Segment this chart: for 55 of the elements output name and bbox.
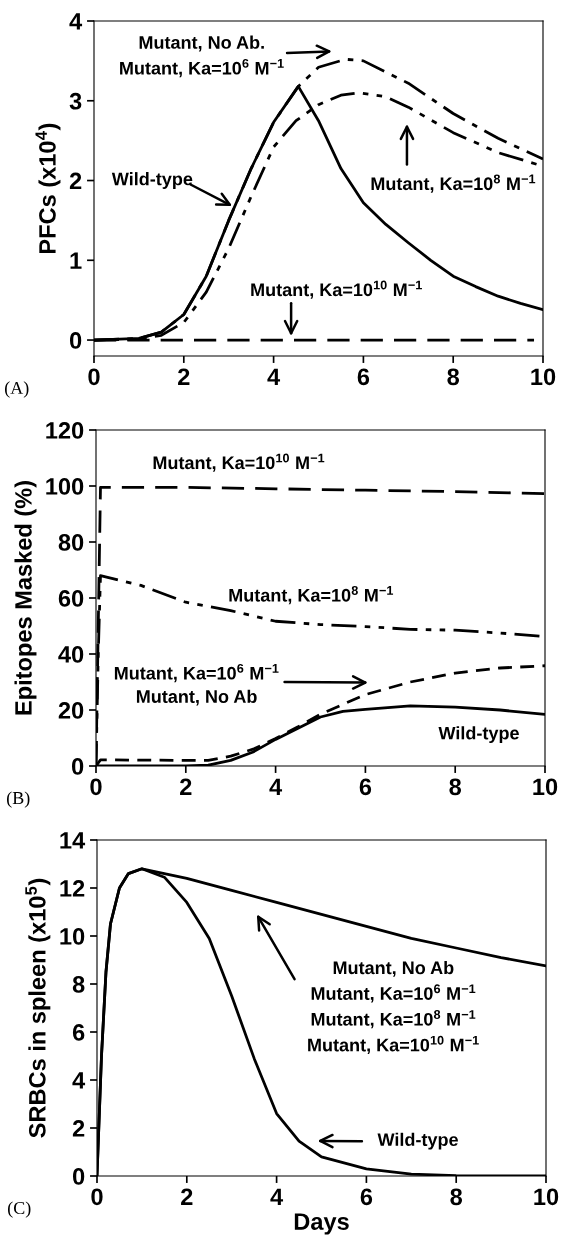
text: Mutant, No Ab Mutant, Ka=10$^{6}$ M$^{−1}$ Mutant, Ka=10$^{8}$ M$^{−1}$ Mutant, Ka=10$^{10}$ M$^{−1}$: [308, 960, 479, 1055]
y-tick-label: 60: [58, 590, 84, 607]
y-tick-label: 0: [73, 1168, 85, 1185]
y-tick-label: 0: [70, 332, 82, 349]
x-tick-label: 10: [534, 1188, 559, 1206]
text: Mutant, Ka=10$^{6}$ M$^{−1}$ Mutant, No Ab: [114, 663, 279, 706]
annotation: Wild-type: [111, 172, 193, 189]
y-tick-label: 10: [60, 928, 85, 945]
y-tick-label: 20: [58, 702, 84, 719]
x-tick-label: 2: [180, 778, 192, 795]
y-tick-label: 120: [46, 422, 84, 439]
x-tick-label: 8: [447, 368, 460, 386]
annotation: Wild-type: [438, 726, 519, 744]
x-tick-label: 4: [267, 368, 281, 385]
y-tick-label: 80: [58, 534, 84, 551]
y-axis-title: Epitopes Masked (%): [14, 481, 37, 715]
y-tick-label: 8: [72, 976, 85, 993]
x-tick-label: 4: [269, 778, 283, 795]
x-tick-label: 2: [178, 368, 190, 385]
annotation: Wild-type: [377, 1132, 458, 1150]
y-tick-label: 0: [72, 758, 84, 775]
x-tick-label: 6: [359, 778, 372, 796]
y-axis-title: SRBCs in spleen (x10$^{5}$): [25, 878, 51, 1138]
y-tick-label: 2: [72, 1120, 85, 1137]
x-tick-label: 6: [357, 368, 370, 386]
x-tick-label: 0: [90, 778, 102, 796]
annotation: Mutant, Ka=10$^{8}$ M$^{−1}$: [371, 174, 536, 193]
y-tick-label: 6: [72, 1024, 85, 1041]
text: (B): [6, 791, 30, 808]
y-tick-label: 1: [70, 252, 82, 269]
x-tick-label: 8: [450, 1188, 463, 1206]
y-tick-label: 12: [60, 880, 85, 897]
y-axis-title: PFCs (x10$^{4}$): [35, 123, 61, 254]
annotation: Mutant, Ka=10$^{10}$ M$^{−1}$: [251, 280, 422, 299]
text: (C): [7, 1201, 31, 1218]
y-tick-label: 14: [60, 832, 86, 849]
annotation: Mutant, Ka=10$^{10}$ M$^{−1}$: [153, 453, 325, 472]
y-tick-label: 4: [69, 13, 83, 30]
annotation: Mutant, Ka=10$^{8}$ M$^{−1}$: [229, 585, 394, 605]
x-tick-label: 8: [449, 778, 462, 796]
y-tick-label: 3: [69, 92, 82, 110]
x-tick-label: 0: [88, 368, 100, 386]
y-tick-label: 100: [46, 478, 84, 495]
y-tick-label: 4: [72, 1072, 86, 1089]
y-tick-label: 40: [58, 646, 84, 663]
x-tick-label: 10: [531, 368, 556, 386]
x-tick-label: 4: [270, 1188, 284, 1205]
x-tick-label: 0: [91, 1188, 103, 1206]
x-tick-label: 2: [181, 1188, 193, 1205]
annotation: Mutant, No Ab. Mutant, Ka=10$^{6}$ M$^{−1}$: [120, 35, 284, 78]
x-tick-label: 6: [360, 1188, 373, 1206]
x-tick-label: 10: [533, 778, 558, 796]
y-tick-label: 2: [69, 172, 82, 190]
x-axis-title: Days: [294, 1213, 349, 1235]
text: (A): [4, 381, 29, 398]
